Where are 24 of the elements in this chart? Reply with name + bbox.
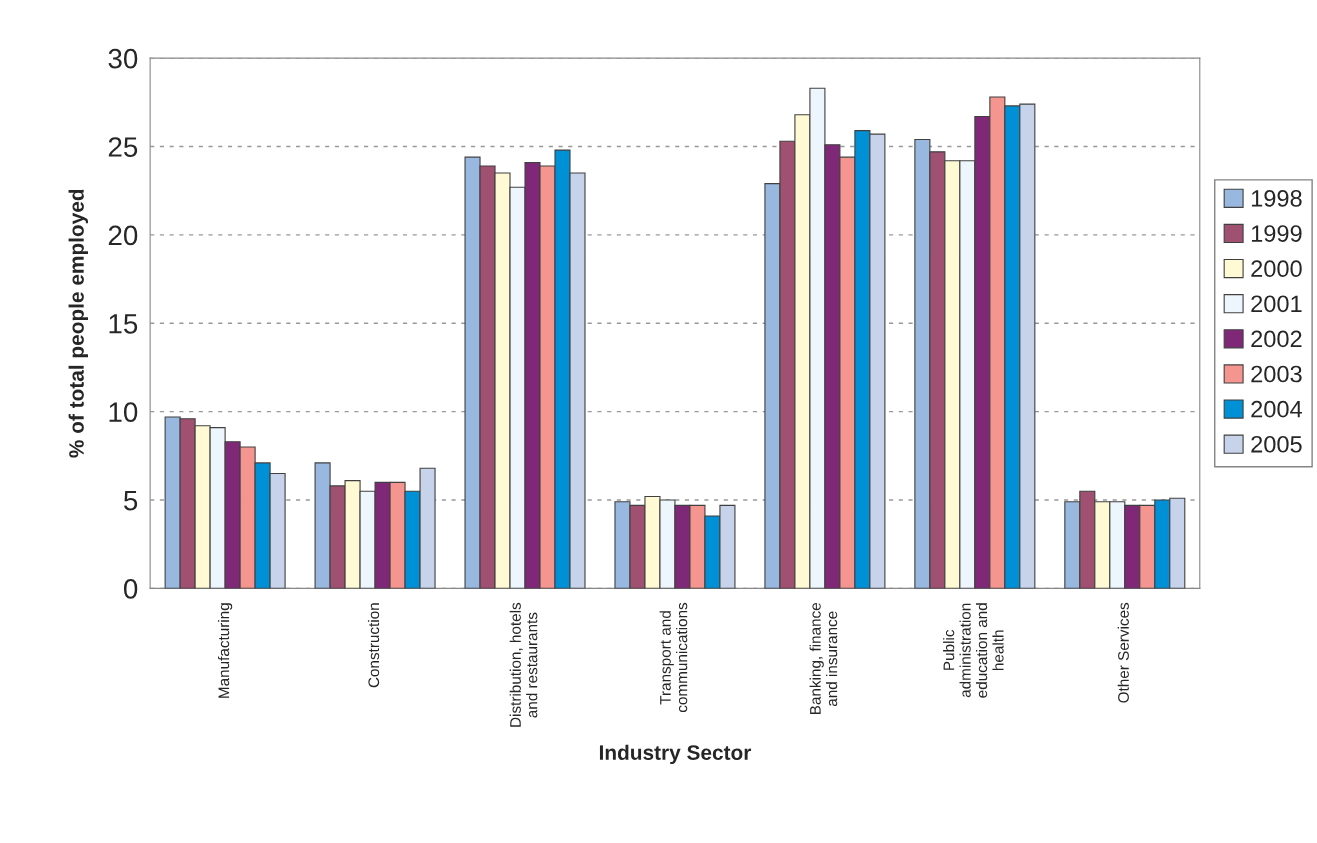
legend-label: 2003 bbox=[1251, 365, 1302, 383]
x-axis-title: Industry Sector bbox=[599, 744, 752, 765]
legend-label: 2004 bbox=[1251, 400, 1302, 418]
x-tick-label: Distribution, hotels and restaurants bbox=[509, 602, 538, 727]
x-tick-label: Transport and communications bbox=[659, 602, 688, 713]
y-tick-label: 30 bbox=[108, 48, 138, 69]
legend-label: 2005 bbox=[1251, 435, 1302, 453]
x-tick-label: Banking, finance and insurance bbox=[809, 602, 838, 715]
legend-label: 2001 bbox=[1251, 295, 1302, 313]
legend-label: 2000 bbox=[1251, 260, 1302, 278]
legend-label: 1998 bbox=[1251, 190, 1302, 207]
x-tick-label: Public administration education and health bbox=[943, 603, 1004, 698]
y-tick-label: 5 bbox=[124, 490, 138, 511]
x-tick-label: Other Services bbox=[1117, 602, 1129, 703]
y-axis-title: % of total people employed bbox=[68, 189, 88, 458]
legend-label: 1999 bbox=[1251, 225, 1302, 242]
legend-label: 2002 bbox=[1251, 330, 1302, 348]
y-tick-label: 20 bbox=[108, 225, 138, 246]
x-tick-label: Manufacturing bbox=[217, 603, 233, 698]
y-tick-label: 25 bbox=[108, 137, 138, 157]
x-tick-label: Construction bbox=[367, 603, 380, 688]
y-tick-label: 10 bbox=[109, 402, 138, 422]
y-tick-label: 15 bbox=[109, 314, 138, 334]
y-tick-label: 0 bbox=[123, 579, 138, 599]
